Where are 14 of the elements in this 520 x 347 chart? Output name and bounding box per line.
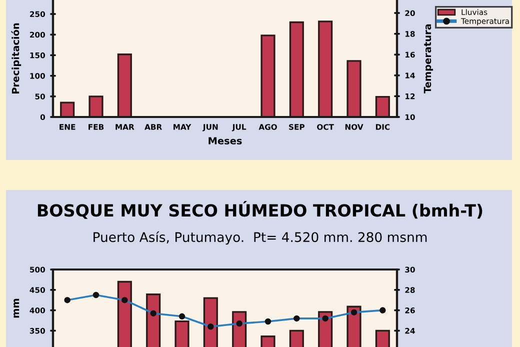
bar	[260, 34, 276, 117]
bar	[375, 96, 390, 117]
bar	[88, 96, 104, 117]
bar	[117, 54, 132, 117]
y-axis-title: Precipitación	[11, 23, 22, 94]
x-axis-title: Meses	[208, 137, 242, 144]
y2-axis-title: Temperatura	[424, 24, 434, 94]
y-axis-title: mm	[14, 298, 20, 318]
chart-title: BOSQUE MUY SECO HÚMEDO TROPICAL (bmh-T)	[38, 201, 482, 219]
chart-subtitle: Puerto Asís, Putumayo. Pt= 4.520 mm. 280 msnm	[94, 231, 427, 245]
bar	[60, 102, 75, 117]
bar	[289, 21, 304, 117]
bar	[318, 20, 333, 117]
bar	[346, 60, 362, 117]
